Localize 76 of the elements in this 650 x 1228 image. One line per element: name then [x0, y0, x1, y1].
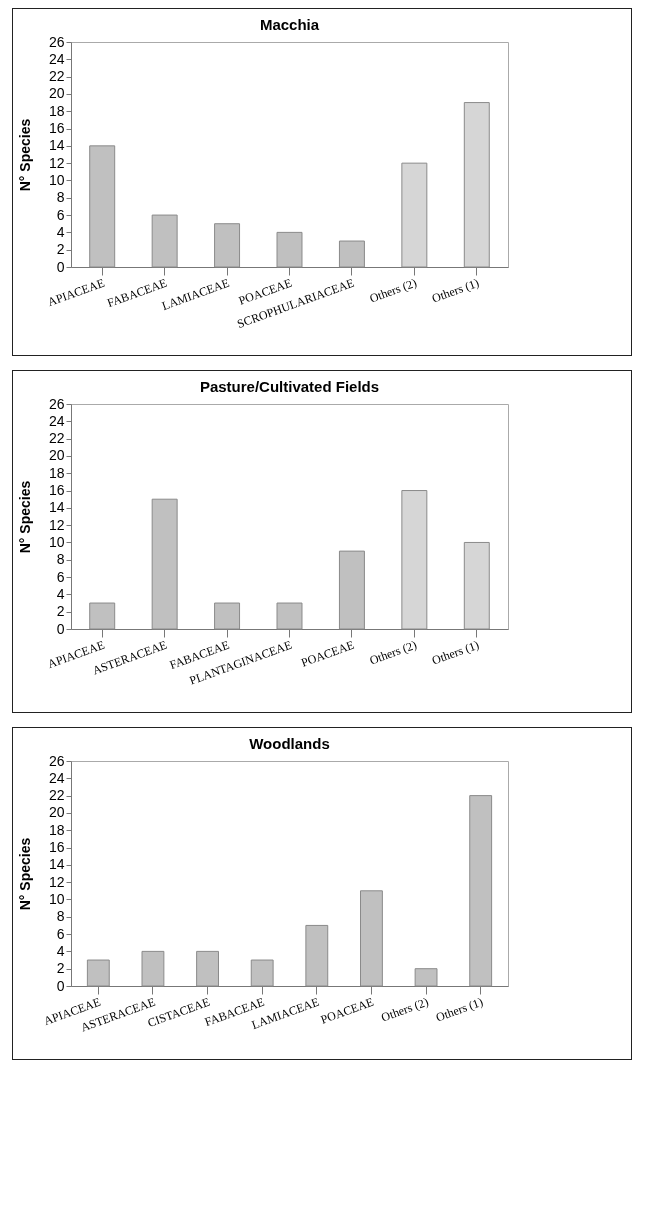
y-tick-label: 10 — [48, 171, 65, 188]
y-tick-label: 20 — [48, 447, 65, 464]
bar — [196, 950, 219, 987]
y-tick-label: 24 — [48, 412, 65, 429]
bar — [86, 959, 110, 987]
y-tick-label: 2 — [56, 603, 65, 620]
y-tick-label: 14 — [48, 856, 65, 873]
y-tick-label: 24 — [48, 769, 65, 786]
y-tick-label: 0 — [56, 977, 65, 994]
y-tick-label: 14 — [48, 499, 65, 516]
y-tick-label: 18 — [48, 102, 65, 119]
bar — [401, 162, 428, 268]
y-axis-title: N° Species — [16, 118, 33, 192]
bar — [89, 602, 116, 630]
y-tick-label: 10 — [48, 533, 65, 550]
bar — [89, 145, 116, 268]
y-tick-label: 12 — [48, 516, 65, 533]
bar — [463, 102, 490, 268]
bar — [214, 602, 241, 630]
y-tick-label: 0 — [56, 620, 65, 637]
y-tick-label: 8 — [56, 189, 65, 206]
y-tick-label: 18 — [48, 821, 65, 838]
y-tick-label: 8 — [56, 908, 65, 925]
y-tick-label: 22 — [48, 68, 65, 85]
bar — [401, 490, 428, 630]
bar — [414, 968, 438, 987]
y-tick-label: 6 — [56, 568, 65, 585]
y-tick-label: 16 — [48, 839, 65, 856]
y-tick-label: 4 — [56, 223, 65, 240]
bar — [305, 924, 329, 987]
y-tick-label: 16 — [48, 120, 65, 137]
chart-title: Woodlands — [249, 735, 330, 752]
bar — [338, 240, 365, 268]
y-tick-label: 26 — [48, 752, 65, 769]
x-tick-label: Others (2) — [367, 637, 419, 668]
bar — [141, 950, 165, 987]
bar — [469, 795, 493, 987]
y-tick-label: 20 — [48, 85, 65, 102]
y-tick-label: 6 — [56, 206, 65, 223]
bar — [151, 498, 178, 630]
y-tick-label: 8 — [56, 551, 65, 568]
y-tick-label: 26 — [48, 33, 65, 50]
y-tick-label: 26 — [48, 395, 65, 412]
y-tick-label: 22 — [48, 430, 65, 447]
y-tick-label: 4 — [56, 942, 65, 959]
y-tick-label: 16 — [48, 482, 65, 499]
y-axis-title: N° Species — [16, 480, 33, 554]
y-tick-label: 2 — [56, 241, 65, 258]
y-tick-label: 20 — [48, 804, 65, 821]
bar — [250, 959, 274, 987]
y-tick-label: 12 — [48, 873, 65, 890]
x-tick-label: Others (1) — [430, 637, 481, 668]
x-tick-label: Others (2) — [367, 275, 419, 306]
y-tick-label: 6 — [56, 925, 65, 942]
y-tick-label: 24 — [48, 50, 65, 67]
x-tick-label: Others (2) — [379, 994, 431, 1025]
y-tick-label: 12 — [48, 154, 65, 171]
bar — [214, 223, 241, 268]
bar — [276, 602, 303, 630]
y-tick-label: 14 — [48, 137, 65, 154]
x-tick-label: Others (1) — [433, 994, 485, 1025]
y-tick-label: 10 — [48, 890, 65, 907]
y-tick-label: 4 — [56, 585, 65, 602]
chart-title: Macchia — [259, 16, 320, 33]
chart-title: Pasture/Cultivated Fields — [199, 378, 380, 395]
y-axis-title: N° Species — [16, 837, 33, 911]
bar — [463, 541, 490, 630]
y-tick-label: 18 — [48, 464, 65, 481]
bar — [338, 550, 365, 630]
y-tick-label: 2 — [56, 960, 65, 977]
bar — [360, 890, 383, 987]
bar — [276, 231, 303, 268]
x-tick-label: Others (1) — [430, 275, 481, 306]
y-tick-label: 0 — [56, 258, 65, 275]
bar — [151, 214, 178, 268]
y-tick-label: 22 — [48, 787, 65, 804]
